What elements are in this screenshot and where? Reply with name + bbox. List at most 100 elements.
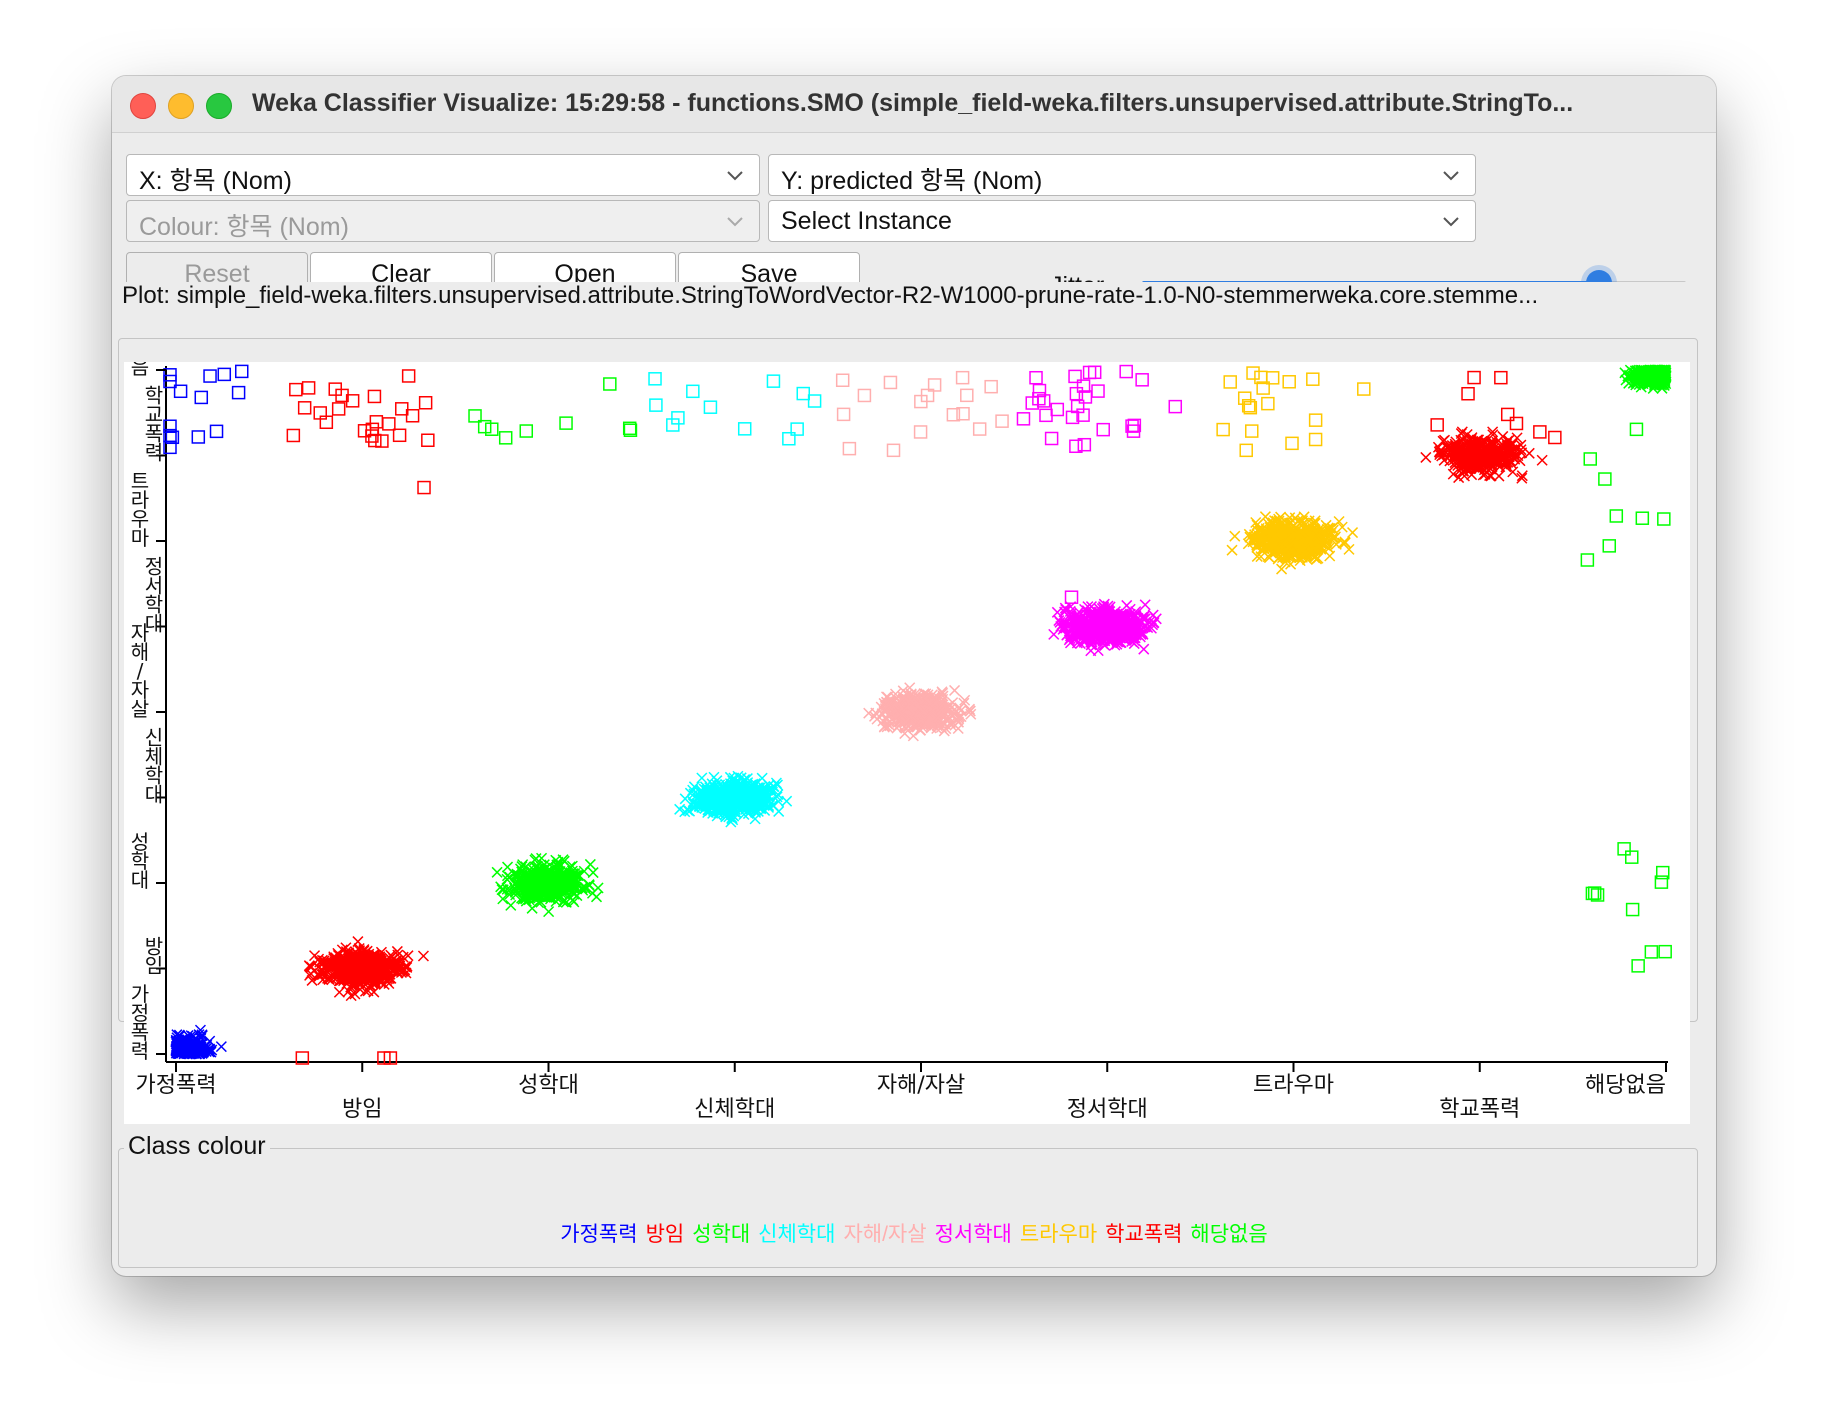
misclassified-point <box>1461 386 1475 401</box>
misclassified-point <box>671 411 685 425</box>
legend-item[interactable]: 트라우마 <box>1019 1223 1098 1246</box>
x-tick-label: 성학대 <box>518 1073 579 1098</box>
misclassified-point <box>417 480 431 495</box>
data-point <box>1347 527 1359 539</box>
data-point <box>188 1045 201 1057</box>
misclassified-point <box>498 431 513 445</box>
misclassified-point <box>301 381 316 395</box>
data-point <box>383 973 395 985</box>
misclassified-point <box>807 394 822 408</box>
misclassified-point <box>217 367 232 382</box>
misclassified-point <box>1306 372 1320 386</box>
data-point <box>170 1044 182 1056</box>
misclassified-point <box>1064 590 1079 604</box>
misclassified-point <box>1533 425 1547 439</box>
x-tick-label: 트라우마 <box>1253 1073 1334 1098</box>
data-point <box>373 953 385 965</box>
x-axis-select[interactable]: X: 항목 (Nom) <box>126 154 760 196</box>
data-point <box>178 1047 190 1059</box>
misclassified-point <box>796 386 811 401</box>
select-instance-label: Select Instance <box>781 207 952 235</box>
close-window-button[interactable] <box>130 93 156 119</box>
misclassified-point <box>686 384 700 399</box>
data-point <box>326 960 338 972</box>
misclassified-point <box>984 379 998 394</box>
legend-item[interactable]: 정서학대 <box>934 1223 1012 1246</box>
misclassified-point <box>842 441 857 456</box>
misclassified-point <box>886 443 901 458</box>
misclassified-point <box>1246 366 1260 380</box>
misclassified-point <box>209 424 224 439</box>
data-point <box>781 795 793 807</box>
misclassified-point <box>836 407 851 422</box>
y-axis-select[interactable]: Y: predicted 항목 (Nom) <box>768 154 1476 196</box>
data-point <box>401 961 413 973</box>
misclassified-point <box>1087 365 1102 380</box>
chevron-down-icon <box>727 171 743 181</box>
data-point <box>185 1030 197 1042</box>
misclassified-point <box>666 418 680 432</box>
data-point <box>491 866 503 878</box>
misclassified-point <box>1096 422 1110 437</box>
misclassified-point <box>1261 396 1275 411</box>
legend-item[interactable]: 자해/자살 <box>843 1223 927 1246</box>
misclassified-point <box>1602 539 1617 553</box>
data-point <box>359 985 372 997</box>
legend-item[interactable]: 해당없음 <box>1190 1223 1268 1246</box>
data-point <box>756 772 768 784</box>
data-point <box>331 965 343 977</box>
y-tick-label: 자 해 / 자 살 <box>131 621 149 721</box>
misclassified-point <box>1509 416 1524 431</box>
data-point <box>343 955 355 967</box>
legend-item[interactable]: 성학대 <box>692 1223 751 1246</box>
misclassified-point <box>1308 413 1323 427</box>
data-point <box>335 974 347 986</box>
misclassified-point <box>703 400 718 414</box>
data-point <box>1493 470 1505 482</box>
legend-item[interactable]: 신체학대 <box>758 1223 836 1246</box>
scatter-plot-area[interactable]: 가정폭력 가 정 폭 력 방임 방 임 성학대 성 학 대 신체학대 신 체 학 대 자해/자살 자 해 / 자 살 정서학대… <box>124 362 1690 1124</box>
data-point <box>190 1048 202 1060</box>
misclassified-point <box>1625 902 1640 917</box>
data-point <box>584 858 596 870</box>
data-point <box>1138 643 1150 655</box>
data-point <box>1507 466 1519 478</box>
colour-select[interactable]: Colour: 항목 (Nom) <box>126 200 760 242</box>
chevron-down-icon <box>1443 171 1459 181</box>
x-axis-select-label: X: 항목 (Nom) <box>139 167 292 195</box>
zoom-window-button[interactable] <box>206 93 232 119</box>
minimize-window-button[interactable] <box>168 93 194 119</box>
misclassified-point <box>737 422 752 436</box>
data-point <box>364 980 376 992</box>
misclassified-point <box>1050 402 1065 417</box>
misclassified-point <box>648 372 662 386</box>
legend-item[interactable]: 학교폭력 <box>1105 1223 1183 1246</box>
select-instance-select[interactable]: Select Instance <box>768 200 1476 242</box>
x-tick-label: 정서학대 <box>1067 1097 1148 1122</box>
chevron-down-icon <box>727 217 743 227</box>
misclassified-point <box>1658 944 1672 959</box>
misclassified-point <box>1039 408 1053 423</box>
misclassified-point <box>234 364 249 379</box>
legend-item[interactable]: 가정폭력 <box>560 1223 638 1246</box>
misclassified-point <box>1239 443 1253 458</box>
misclassified-point <box>1657 512 1671 526</box>
misclassified-point <box>1583 452 1598 466</box>
data-point <box>194 1048 206 1060</box>
misclassified-point <box>331 402 346 416</box>
misclassified-point <box>955 370 970 385</box>
misclassified-point <box>1285 436 1299 451</box>
data-point <box>375 977 387 989</box>
data-point <box>215 1041 227 1053</box>
data-point <box>696 772 708 784</box>
misclassified-point <box>297 401 312 415</box>
legend-item[interactable]: 방임 <box>645 1223 685 1246</box>
class-colour-legend: 가정폭력 방임 성학대 신체학대 자해/자살 정서학대 트라우마 학교폭력 해당없음 <box>112 1218 1716 1248</box>
data-point <box>949 684 961 696</box>
data-point <box>323 973 335 986</box>
class-colour-panel <box>118 1148 1698 1268</box>
